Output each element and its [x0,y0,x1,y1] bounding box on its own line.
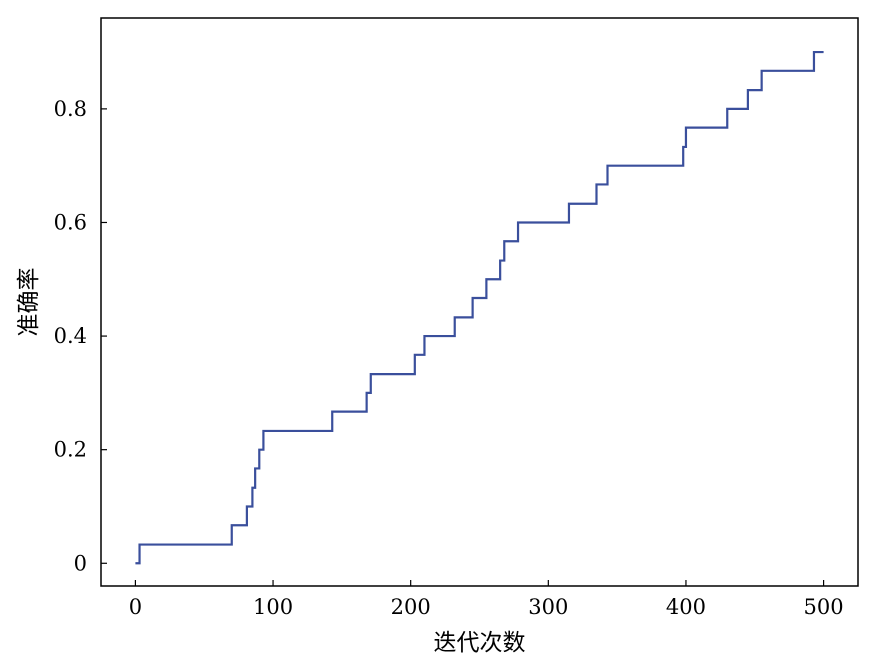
x-tick-label: 0 [129,595,142,619]
plot-frame [100,17,859,587]
y-tick-label: 0.4 [54,324,87,348]
x-tick-label: 400 [666,595,706,619]
y-tick-label: 0.8 [54,97,87,121]
y-tick-label: 0 [74,551,87,575]
y-tick-label: 0.2 [54,438,87,462]
x-axis-label: 迭代次数 [434,630,526,656]
x-tick-label: 500 [804,595,844,619]
x-tick-label: 100 [253,595,293,619]
axis-ticks: 0 100 200 300 400 500 0 0.2 0.4 0.6 0.8 [54,97,844,619]
x-tick-label: 300 [528,595,568,619]
x-tick-label: 200 [391,595,431,619]
y-axis-label: 准确率 [16,268,42,337]
series-group [135,50,824,565]
y-tick-label: 0.6 [54,210,87,234]
series-line [135,50,824,565]
